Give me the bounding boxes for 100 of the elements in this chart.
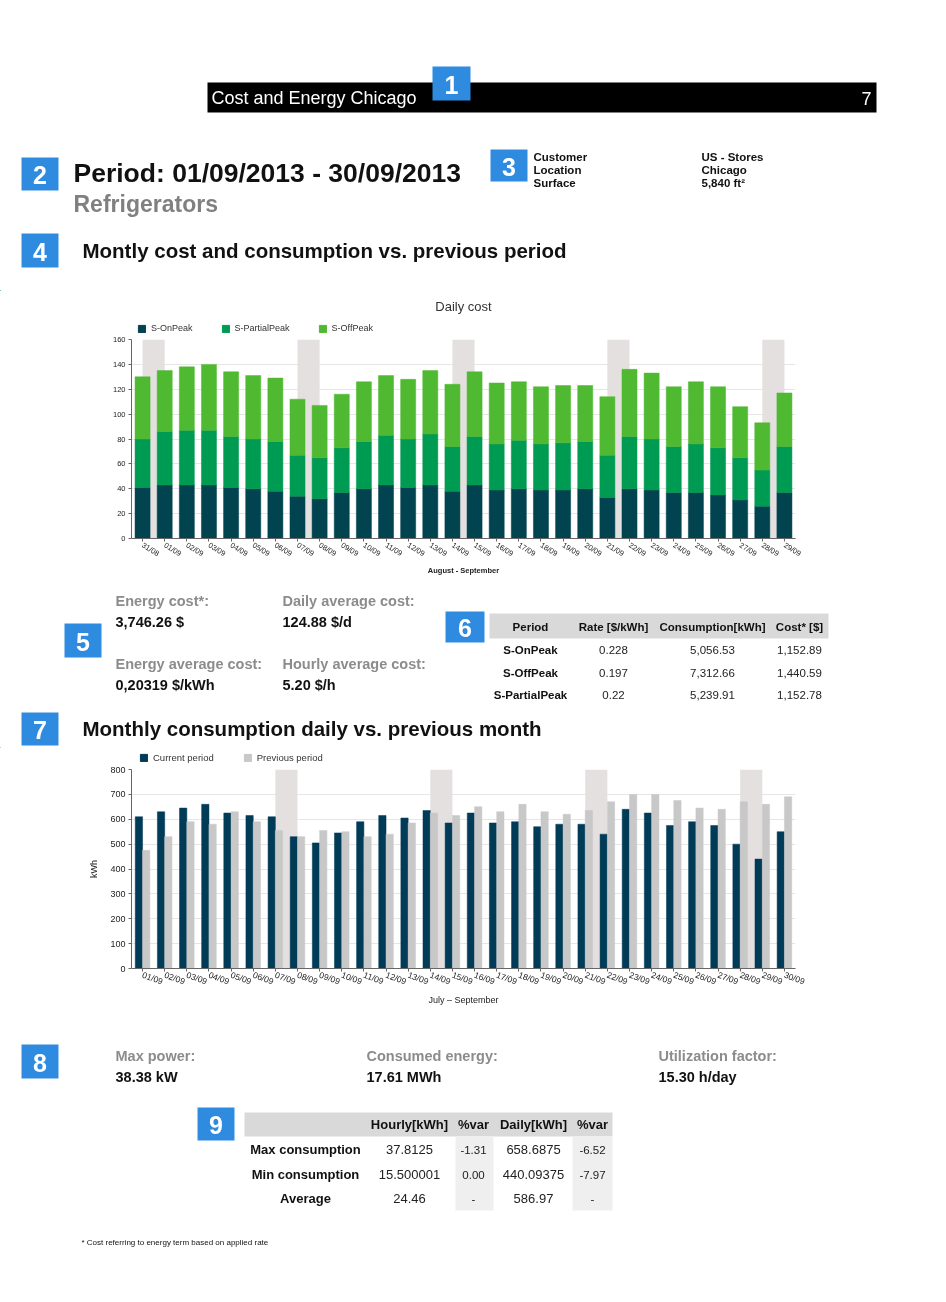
bar [201,364,217,431]
text: Consumed energy: [366,1047,498,1064]
bar [732,499,748,539]
bar [363,836,372,969]
text: 7,312.66 [690,666,735,679]
text: 0.22 [602,688,625,701]
text: -7.97 [579,1168,606,1181]
text: Max power: [115,1047,196,1064]
text: -1.31 [460,1143,487,1156]
text: S-OffPeak [503,666,559,679]
text: Utilization factor: [658,1047,777,1064]
text: Montly cost and consumption vs. previous period [82,239,567,262]
bar [511,381,527,441]
text: 38.38 kW [115,1068,178,1085]
text: Consumption[kWh] [659,620,766,633]
x-tick-label: 08/09 [295,969,320,987]
x-tick-label: 13/09 [406,969,431,987]
x-tick-label: 27/09 [716,969,740,987]
bar [334,832,343,969]
bar [201,430,217,486]
bar [223,371,239,437]
bar [776,492,793,539]
x-tick-label: 03/09 [185,969,209,987]
x-tick-label: 16/09 [472,969,497,987]
bar [577,488,594,539]
bar [245,375,262,440]
text: Energy average cost: [115,655,263,672]
bar [673,800,682,969]
bar [555,489,571,539]
text: Daily average cost: [282,592,415,609]
x-tick-label: 02/09 [162,969,187,987]
bar [665,386,682,447]
bar [201,804,210,969]
text: %var [576,1117,609,1132]
text: 7 [861,88,872,109]
text: Customer [533,150,588,163]
text: 5 [76,627,91,656]
text: Min consumption [251,1167,360,1182]
bar [341,831,350,969]
bar [562,814,571,969]
text: Location [533,163,582,176]
text: 586.97 [513,1191,554,1206]
bar [533,826,542,969]
text: 37.8125 [386,1142,433,1157]
bar [466,484,483,539]
text: 17.61 MWh [366,1068,442,1085]
text: 3,746.26 $ [115,613,185,630]
text: -6.52 [579,1143,606,1156]
text: Max consumption [250,1142,361,1157]
bar [665,492,682,539]
y-tick-label: 0 [120,963,126,974]
bar [333,393,350,448]
x-tick-label: 14/09 [428,969,453,987]
text: 3 [502,152,516,181]
bar [422,370,439,435]
bar [252,821,261,969]
bar [695,807,704,969]
bar [688,821,697,969]
bar [186,821,195,969]
x-tick-label: 20/09 [561,969,586,987]
bar [400,817,409,969]
text: Hourly average cost: [282,655,426,672]
bar [511,821,520,969]
bar [688,443,704,493]
bar [474,806,483,969]
bar [289,454,306,497]
legend-label: S-OnPeak [151,323,193,333]
text: Hourly[kWh] [370,1117,449,1132]
text: S-PartialPeak [493,688,568,701]
text: 15.500001 [378,1167,441,1182]
text: 0,20319 $/kWh [115,676,215,693]
text: Rate [$/kWh] [578,620,649,633]
text: Period [512,620,549,633]
y-tick-label: 100 [110,938,126,949]
x-axis-title: July – September [428,995,499,1006]
x-tick-label: 21/09 [583,969,608,987]
bar [134,438,151,488]
bar [665,446,682,493]
text: - [590,1192,595,1205]
bar [134,487,151,539]
bar [643,489,660,539]
text: Chicago [701,163,747,176]
x-tick-label: 06/09 [251,969,276,987]
bar [732,843,741,969]
bar [245,815,254,969]
bar [378,375,394,436]
bar [289,836,298,969]
bar [540,811,549,969]
bar [599,454,616,498]
legend-label: Current period [153,752,214,763]
text: Refrigerators [73,190,218,217]
bar [179,807,188,969]
text: 15.30 h/day [658,1068,737,1085]
text: Monthly consumption daily vs. previous month [82,717,542,740]
bar [688,381,704,445]
bar [311,498,328,539]
bar [230,811,239,969]
y-tick-label: 800 [110,764,126,775]
text: 9 [209,1111,223,1139]
bar [710,494,726,539]
